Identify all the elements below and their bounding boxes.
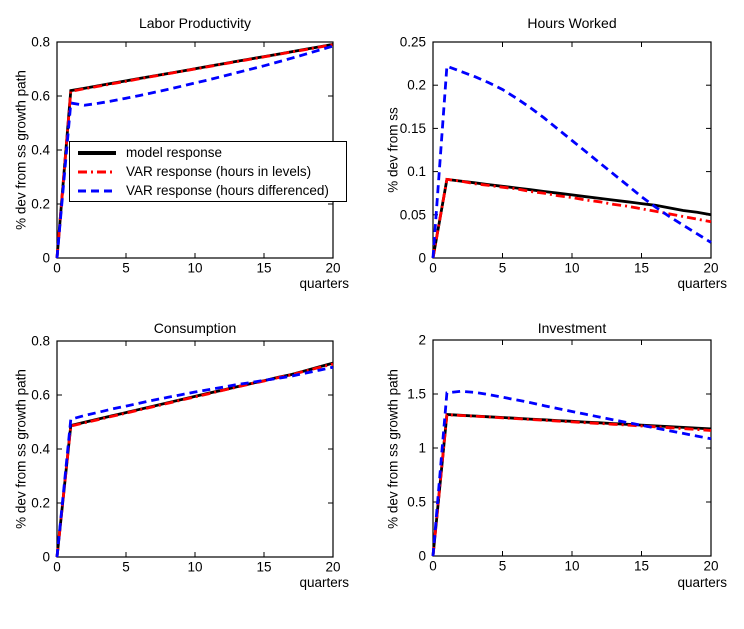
y-axis-label: % dev from ss growth path <box>13 369 29 529</box>
x-tick-label: 15 <box>634 559 649 574</box>
y-tick-label: 0.2 <box>31 496 50 511</box>
x-tick-label: 15 <box>256 560 271 575</box>
subplot-labor-productivity: 0 5 10 15 20 0 0.2 0.4 0.6 0.8 Labor Productivity… <box>0 0 372 300</box>
y-tick-label: 0 <box>418 549 426 564</box>
subplot-consumption: 0 5 10 15 20 0 0.2 0.4 0.6 0.8 Consumption % dev … <box>0 299 372 629</box>
y-tick-label: 0.5 <box>407 495 426 510</box>
x-tick-label: 20 <box>703 559 718 574</box>
legend-label: VAR response (hours in levels) <box>126 164 312 179</box>
y-tick-label: 0 <box>42 251 50 266</box>
y-tick-label: 0.4 <box>31 442 50 457</box>
series-line-dashdot <box>431 177 712 259</box>
legend-label: model response <box>126 145 223 160</box>
plot-title-hours-worked: Hours Worked <box>527 15 617 31</box>
legend-label: VAR response (hours differenced) <box>126 183 329 198</box>
y-tick-label: 0.6 <box>31 89 50 104</box>
consumption-plot-area: 0 5 10 15 20 0 0.2 0.4 0.6 0.8 <box>31 334 340 575</box>
x-tick-label: 20 <box>325 560 340 575</box>
y-tick-label: 1 <box>418 441 426 456</box>
x-tick-label: 5 <box>122 560 130 575</box>
x-tick-label: 5 <box>122 261 130 276</box>
series-line-solid <box>431 177 712 259</box>
plot-title-consumption: Consumption <box>153 320 237 336</box>
series-line-dashed <box>431 64 712 259</box>
x-tick-label: 10 <box>187 261 202 276</box>
plot-title-labor-productivity: Labor Productivity <box>138 15 252 31</box>
subplot-investment: 0 5 10 15 20 0 0.5 1 1.5 2 Investment % dev from … <box>372 299 744 629</box>
investment-plot-area: 0 5 10 15 20 0 0.5 1 1.5 2 <box>407 333 718 574</box>
legend-item-var-levels: VAR response (hours in levels) <box>77 162 346 181</box>
series-line-solid <box>55 361 334 558</box>
x-tick-label: 5 <box>499 559 507 574</box>
series-line-dashed <box>55 44 334 259</box>
y-tick-label: 0.8 <box>31 35 50 50</box>
plot-title-investment: Investment <box>537 320 607 336</box>
x-tick-label: 0 <box>429 261 437 276</box>
y-tick-label: 0.4 <box>31 143 50 158</box>
y-tick-label: 0.8 <box>31 334 50 349</box>
y-axis-label: % dev from ss <box>385 107 401 193</box>
legend-item-model-response: model response <box>77 143 346 162</box>
hours-worked-plot-area: 0 5 10 15 20 0 0.05 0.1 0.15 0.2 0.25 <box>400 35 719 276</box>
series-line-dashed <box>431 389 712 557</box>
x-tick-label: 15 <box>256 261 271 276</box>
y-tick-label: 0.2 <box>407 78 426 93</box>
x-tick-label: 10 <box>564 559 579 574</box>
subplot-hours-worked: 0 5 10 15 20 0 0.05 0.1 0.15 0.2 0.25 Hours Worked… <box>372 0 744 300</box>
y-tick-label: 0.15 <box>400 121 426 136</box>
dashdot-line-sample <box>78 170 116 173</box>
dashed-line-sample <box>78 189 116 192</box>
y-tick-label: 0.05 <box>400 207 426 222</box>
legend: model response VAR response (hours in le… <box>69 141 347 202</box>
series-line-solid <box>431 413 712 557</box>
x-tick-label: 20 <box>325 261 340 276</box>
x-axis-label: quarters <box>677 575 727 590</box>
y-tick-label: 2 <box>418 333 426 348</box>
y-tick-label: 1.5 <box>407 387 426 402</box>
series-line-dashdot <box>431 413 712 557</box>
x-axis-label: quarters <box>299 276 349 291</box>
legend-item-var-differenced: VAR response (hours differenced) <box>77 181 346 200</box>
x-tick-label: 15 <box>634 261 649 276</box>
y-axis-label: % dev from ss growth path <box>13 70 29 230</box>
x-tick-label: 0 <box>53 261 61 276</box>
x-tick-label: 0 <box>53 560 61 575</box>
x-axis-label: quarters <box>299 575 349 590</box>
x-tick-label: 10 <box>187 560 202 575</box>
y-tick-label: 0 <box>42 550 50 565</box>
series-line-dashdot <box>55 43 334 259</box>
y-axis-label: % dev from ss growth path <box>385 369 401 529</box>
y-tick-label: 0 <box>418 251 426 266</box>
y-tick-label: 0.1 <box>407 164 426 179</box>
x-tick-label: 5 <box>499 261 507 276</box>
solid-line-sample <box>78 150 116 155</box>
y-tick-label: 0.25 <box>400 35 426 50</box>
x-tick-label: 10 <box>564 261 579 276</box>
x-tick-label: 0 <box>429 559 437 574</box>
x-axis-label: quarters <box>677 276 727 291</box>
series-line-dashed <box>55 365 334 558</box>
y-tick-label: 0.6 <box>31 388 50 403</box>
x-tick-label: 20 <box>703 261 718 276</box>
y-tick-label: 0.2 <box>31 197 50 212</box>
